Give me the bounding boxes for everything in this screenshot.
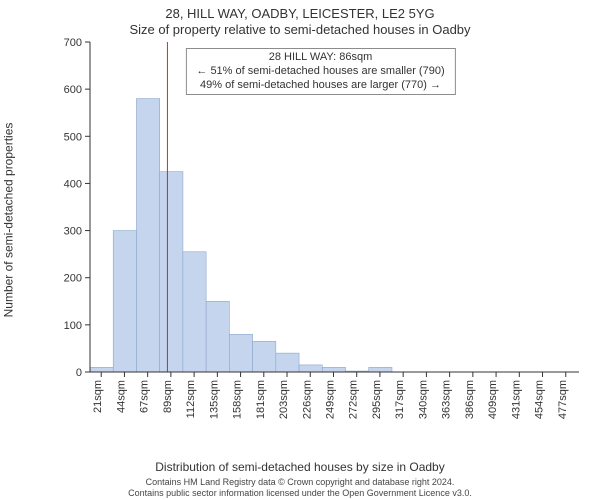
y-tick-label: 300: [64, 226, 82, 238]
y-tick-label: 200: [64, 273, 82, 285]
histogram-bar: [253, 341, 276, 372]
x-tick-label: 317sqm: [394, 380, 406, 419]
y-tick-label: 0: [76, 367, 82, 379]
y-tick-label: 500: [64, 131, 82, 143]
y-axis-label: Number of semi-detached properties: [1, 0, 15, 440]
x-tick-label: 181sqm: [255, 380, 267, 419]
histogram-bar: [136, 99, 159, 372]
histogram-bar: [322, 367, 345, 372]
x-tick-label: 295sqm: [371, 380, 383, 419]
x-tick-label: 226sqm: [301, 380, 313, 419]
x-tick-label: 158sqm: [232, 380, 244, 419]
y-tick-label: 600: [64, 84, 82, 96]
histogram-bar: [160, 172, 183, 372]
y-tick-label: 400: [64, 178, 82, 190]
x-tick-label: 272sqm: [348, 380, 360, 419]
plot-svg: 0 100 200 300 400 500 600 700 21sqm 44sqm 67sqm 89s…: [58, 40, 583, 420]
histogram-bar: [369, 367, 392, 372]
y-tick-label: 700: [64, 37, 82, 49]
histogram-bar: [90, 367, 113, 372]
chart-title-line1: 28, HILL WAY, OADBY, LEICESTER, LE2 5YG: [0, 6, 600, 21]
x-tick-label: 112sqm: [185, 380, 197, 418]
histogram-bar: [183, 252, 206, 372]
x-tick-label: 454sqm: [534, 380, 546, 419]
x-axis-label: Distribution of semi-detached houses by …: [0, 460, 600, 474]
x-tick-label: 21sqm: [92, 380, 104, 413]
histogram-bar: [276, 353, 299, 372]
chart-title-line2: Size of property relative to semi-detach…: [0, 22, 600, 37]
x-tick-label: 409sqm: [487, 380, 499, 419]
histogram-bar: [229, 334, 252, 372]
histogram-bar: [206, 301, 229, 372]
x-tick-label: 340sqm: [417, 380, 429, 419]
chart-frame: 28, HILL WAY, OADBY, LEICESTER, LE2 5YG …: [0, 0, 600, 500]
x-tick-label: 203sqm: [278, 380, 290, 419]
y-axis-label-text: Number of semi-detached properties: [1, 123, 15, 318]
x-tick-label: 431sqm: [510, 380, 522, 419]
annotation-line3: 49% of semi-detached houses are larger (…: [196, 79, 444, 93]
annotation-line2: ← 51% of semi-detached houses are smalle…: [196, 65, 444, 79]
footer-line2: Contains public sector information licen…: [0, 488, 600, 498]
annotation-line1: 28 HILL WAY: 86sqm: [196, 51, 444, 65]
x-tick-label: 89sqm: [162, 380, 174, 413]
x-tick-label: 135sqm: [208, 380, 220, 419]
y-tick-label: 100: [64, 320, 82, 332]
x-tick-label: 363sqm: [441, 380, 453, 419]
plot-area: 0 100 200 300 400 500 600 700 21sqm 44sqm 67sqm 89s…: [58, 40, 583, 420]
x-tick-label: 477sqm: [557, 380, 569, 419]
annotation-box: 28 HILL WAY: 86sqm ← 51% of semi-detache…: [185, 48, 455, 95]
x-tick-label: 249sqm: [324, 380, 336, 419]
histogram-bar: [299, 365, 322, 372]
x-tick-label: 44sqm: [115, 380, 127, 413]
x-tick-label: 386sqm: [464, 380, 476, 419]
footer: Contains HM Land Registry data © Crown c…: [0, 477, 600, 498]
histogram-bar: [113, 231, 136, 372]
x-tick-label: 67sqm: [139, 380, 151, 413]
footer-line1: Contains HM Land Registry data © Crown c…: [0, 477, 600, 487]
